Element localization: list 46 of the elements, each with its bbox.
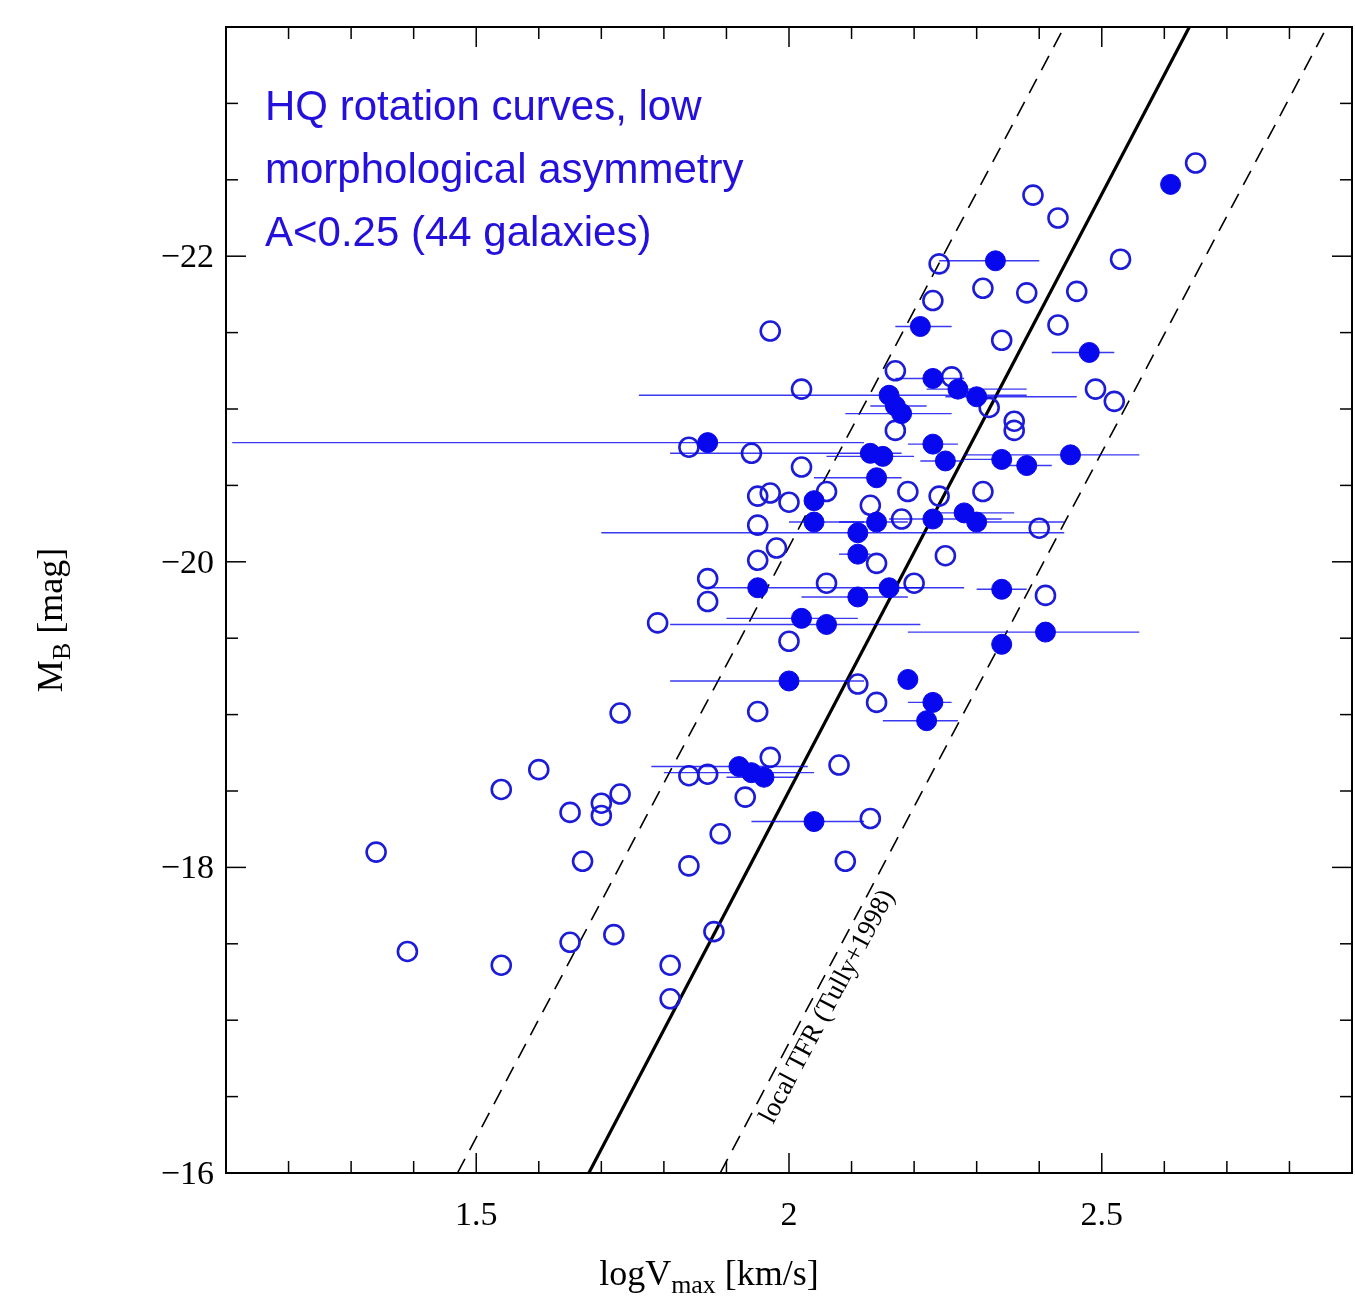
point — [991, 633, 1013, 655]
point — [934, 450, 956, 472]
y-tick-label: −22 — [160, 237, 214, 275]
point — [778, 670, 800, 692]
point — [922, 433, 944, 455]
point — [847, 522, 869, 544]
point — [847, 586, 869, 608]
point — [803, 511, 825, 533]
point — [697, 432, 719, 454]
point — [747, 577, 769, 599]
x-tick-label: 1.5 — [454, 1195, 498, 1232]
point — [791, 607, 813, 629]
point — [803, 811, 825, 833]
point — [872, 445, 894, 467]
point — [878, 577, 900, 599]
point — [922, 367, 944, 389]
text: HQ rotation curves, low morphological asymmetry A<0.25 (44 galaxies) — [265, 82, 744, 255]
point — [984, 250, 1006, 272]
point — [991, 578, 1013, 600]
point — [1034, 621, 1056, 643]
point — [947, 378, 969, 400]
point — [922, 691, 944, 713]
point — [866, 511, 888, 533]
point — [803, 490, 825, 512]
point — [966, 511, 988, 533]
point — [916, 710, 938, 732]
point — [1016, 455, 1038, 477]
point — [897, 668, 919, 690]
point — [816, 613, 838, 635]
point — [1160, 173, 1182, 195]
y-tick-label: −18 — [160, 848, 214, 886]
x-tick-label: 2 — [780, 1195, 798, 1232]
x-axis-title: logV$_{max}$ [km/s] — [599, 1253, 819, 1299]
y-tick-label: −16 — [160, 1154, 214, 1191]
point — [847, 543, 869, 565]
x-tick-label: 2.5 — [1080, 1195, 1124, 1232]
point — [1060, 444, 1081, 466]
point — [1078, 341, 1100, 363]
point — [866, 467, 888, 489]
point — [891, 403, 913, 425]
point — [909, 315, 931, 337]
y-tick-label: −20 — [160, 542, 214, 580]
point — [966, 386, 988, 408]
point — [753, 766, 775, 788]
point — [922, 508, 944, 530]
point — [991, 448, 1013, 470]
